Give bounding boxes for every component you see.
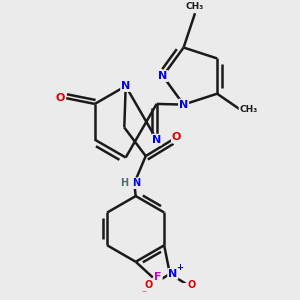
Text: O: O [172, 133, 181, 142]
Text: N: N [179, 100, 188, 110]
Text: ⁻: ⁻ [142, 289, 147, 299]
Text: O: O [144, 280, 153, 290]
Text: N: N [158, 71, 167, 81]
Text: CH₃: CH₃ [239, 105, 258, 114]
Text: N: N [132, 178, 140, 188]
Text: F: F [154, 272, 162, 283]
Text: H: H [120, 178, 128, 188]
Text: N: N [168, 269, 177, 279]
Text: O: O [187, 280, 195, 290]
Text: N: N [152, 135, 161, 145]
Text: O: O [55, 93, 64, 103]
Text: +: + [176, 263, 183, 272]
Text: N: N [121, 81, 130, 91]
Text: CH₃: CH₃ [186, 2, 204, 11]
